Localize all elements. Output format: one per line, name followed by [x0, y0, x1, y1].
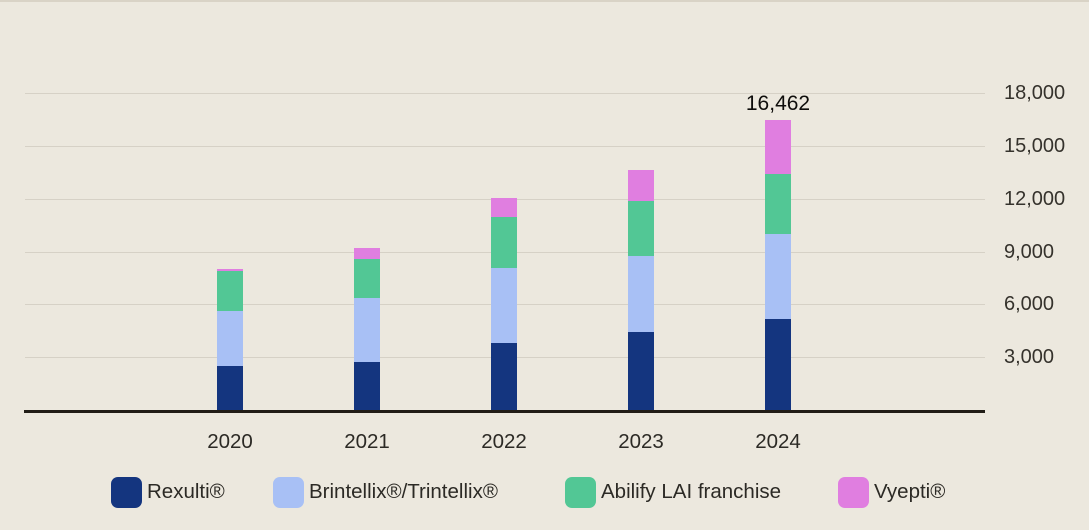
legend-label: Vyepti® — [874, 480, 946, 503]
x-axis-label-2024: 2024 — [755, 430, 801, 453]
bar-segment-2024-series-3 — [765, 120, 791, 174]
bar-segment-2022-series-3 — [491, 197, 517, 217]
x-axis-label-2022: 2022 — [481, 430, 527, 453]
x-axis-label-2020: 2020 — [207, 430, 253, 453]
legend-item-1: Brintellix®/Trintellix® — [273, 476, 498, 508]
legend-label: Rexulti® — [147, 480, 225, 503]
bar-segment-2022-series-2 — [491, 216, 517, 268]
legend-swatch-icon — [565, 476, 596, 508]
bar-segment-2021-series-3 — [354, 248, 380, 260]
bar-segment-2023-series-1 — [628, 255, 654, 332]
bar-segment-2023-series-0 — [628, 331, 654, 410]
bar-segment-2021-series-2 — [354, 259, 380, 298]
bar-segment-2023-series-2 — [628, 200, 654, 256]
y-tick-label: 6,000 — [1004, 293, 1055, 316]
legend-label: Brintellix®/Trintellix® — [309, 480, 498, 503]
bar-segment-2020-series-3 — [217, 269, 243, 272]
gridline-18,000 — [25, 93, 985, 94]
legend-swatch-icon — [273, 476, 304, 508]
y-tick-label: 9,000 — [1004, 240, 1055, 263]
bar-segment-2024-series-2 — [765, 173, 791, 234]
legend-item-2: Abilify LAI franchise — [565, 476, 781, 508]
bar-segment-2021-series-0 — [354, 362, 380, 410]
legend-item-3: Vyepti® — [838, 476, 945, 508]
x-axis-label-2021: 2021 — [344, 430, 390, 453]
gridline-15,000 — [25, 145, 985, 147]
bar-segment-2024-series-0 — [765, 319, 791, 410]
top-edge-divider — [0, 0, 1089, 2]
legend-label: Abilify LAI franchise — [601, 480, 782, 503]
legend-swatch-icon — [838, 476, 869, 508]
y-tick-label: 15,000 — [1004, 134, 1066, 157]
bar-segment-2022-series-1 — [491, 267, 517, 343]
y-tick-label: 12,000 — [1004, 187, 1066, 210]
x-axis-line — [24, 410, 985, 413]
bar-segment-2020-series-0 — [217, 365, 243, 410]
legend-item-0: Rexulti® — [111, 476, 225, 508]
bar-total-label: 16,462 — [745, 92, 811, 116]
bar-segment-2024-series-1 — [765, 233, 791, 320]
y-tick-label: 3,000 — [1004, 346, 1055, 369]
legend-swatch-icon — [111, 476, 142, 508]
bar-segment-2022-series-0 — [491, 342, 517, 410]
y-tick-label: 18,000 — [1004, 82, 1066, 104]
bar-segment-2021-series-1 — [354, 297, 380, 363]
bar-segment-2020-series-1 — [217, 311, 243, 366]
x-axis-label-2023: 2023 — [618, 430, 664, 453]
bar-segment-2020-series-2 — [217, 271, 243, 312]
bar-segment-2023-series-3 — [628, 170, 654, 201]
